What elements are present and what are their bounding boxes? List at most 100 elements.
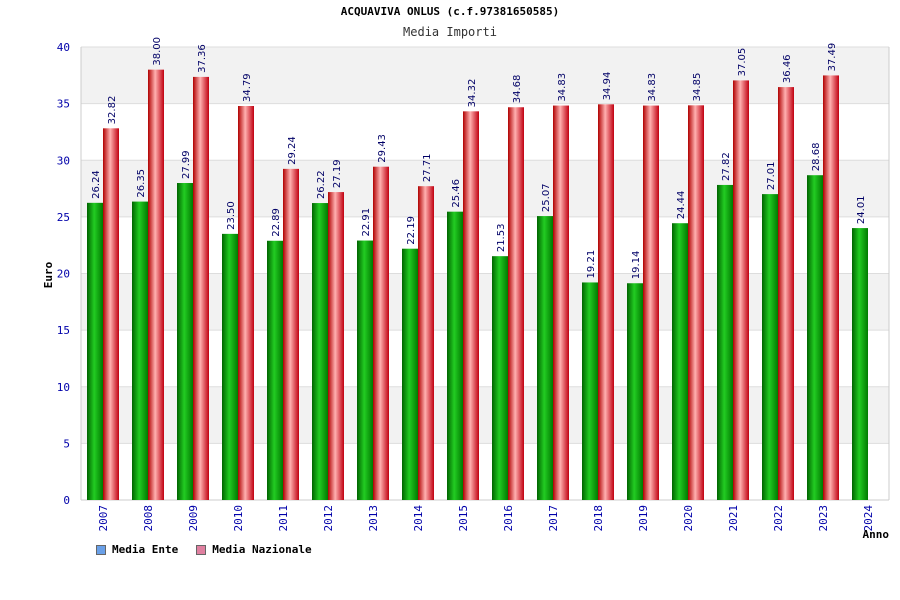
value-label: 19.14 — [631, 251, 642, 280]
x-tick-label: 2021 — [727, 505, 740, 532]
x-tick-label: 2015 — [457, 505, 470, 532]
bar-ente-2010 — [222, 233, 238, 501]
y-tick-label: 15 — [57, 324, 70, 337]
bar-nazionale-2008 — [148, 69, 164, 501]
value-label: 27.71 — [422, 154, 433, 183]
x-tick-label: 2013 — [367, 505, 380, 532]
bar-ente-2016 — [492, 256, 508, 500]
value-labels: 26.24 32.82 26.35 38.00 27.99 37.36 23.50 34.79… — [91, 37, 867, 279]
chart-title: ACQUAVIVA ONLUS (c.f.97381650585) — [340, 5, 560, 18]
bar-ente-2007 — [87, 202, 103, 500]
value-label: 25.07 — [541, 183, 552, 212]
x-tick-label: 2018 — [592, 505, 605, 532]
value-label: 37.05 — [737, 48, 748, 77]
bar-ente-2017 — [537, 216, 553, 500]
bar-ente-2013 — [357, 240, 373, 500]
legend-swatch-nazionale — [196, 544, 207, 555]
value-label: 26.22 — [316, 170, 327, 199]
x-tick-label: 2010 — [232, 505, 245, 532]
x-tick-label: 2007 — [97, 505, 110, 532]
bar-nazionale-2020 — [688, 105, 704, 500]
grid-band — [81, 47, 889, 104]
y-tick-label: 35 — [57, 98, 70, 111]
value-label: 24.44 — [676, 191, 687, 220]
value-label: 34.83 — [557, 73, 568, 102]
bar-ente-2009 — [177, 183, 193, 500]
bar-ente-2018 — [582, 282, 598, 500]
bar-nazionale-2011 — [283, 168, 299, 500]
x-tick-label: 2019 — [637, 505, 650, 532]
bar-nazionale-2019 — [643, 105, 659, 501]
y-axis-label: Euro — [42, 261, 55, 288]
bar-ente-2022 — [762, 194, 778, 500]
bar-nazionale-2021 — [733, 80, 749, 500]
x-axis-label: Anno — [863, 528, 890, 541]
bar-nazionale-2013 — [373, 166, 389, 500]
bar-nazionale-2016 — [508, 107, 524, 501]
x-tick-label: 2012 — [322, 505, 335, 532]
bars — [87, 69, 868, 501]
bar-nazionale-2010 — [238, 106, 254, 501]
bar-nazionale-2009 — [193, 76, 209, 500]
x-tick-label: 2008 — [142, 505, 155, 532]
legend: Media Ente Media Nazionale — [96, 543, 312, 556]
value-label: 34.94 — [602, 72, 613, 101]
value-label: 34.83 — [647, 73, 658, 102]
value-label: 27.19 — [332, 159, 343, 188]
x-tick-label: 2017 — [547, 505, 560, 532]
value-label: 38.00 — [152, 37, 163, 66]
value-label: 26.35 — [136, 169, 147, 198]
bar-ente-2023 — [807, 175, 823, 500]
bar-nazionale-2017 — [553, 105, 569, 501]
x-tick-label: 2020 — [682, 505, 695, 532]
bar-ente-2015 — [447, 211, 463, 500]
x-tick-label: 2022 — [772, 505, 785, 532]
value-label: 21.53 — [496, 224, 507, 253]
bar-nazionale-2015 — [463, 111, 479, 501]
y-axis: 0 5 10 15 20 25 30 35 40 — [57, 41, 82, 507]
value-label: 22.19 — [406, 216, 417, 245]
x-tick-label: 2023 — [817, 505, 830, 532]
grid-band — [81, 273, 889, 331]
value-label: 25.46 — [451, 179, 462, 208]
x-axis: 2007 2008 2009 2010 2011 2012 2013 2014 2015 2016… — [81, 47, 890, 532]
value-label: 32.82 — [107, 96, 118, 125]
value-label: 36.46 — [782, 54, 793, 83]
value-label: 23.50 — [226, 201, 237, 230]
bar-nazionale-2018 — [598, 104, 614, 500]
chart-subtitle: Media Importi — [403, 25, 497, 39]
bar-ente-2008 — [132, 201, 148, 500]
value-label: 34.79 — [242, 73, 253, 102]
x-tick-label: 2014 — [412, 505, 425, 532]
legend-swatch-ente — [96, 544, 106, 555]
legend-label-ente: Media Ente — [112, 543, 179, 556]
x-tick-label: 2009 — [187, 505, 200, 532]
x-tick-label: 2011 — [277, 505, 290, 532]
value-label: 34.68 — [512, 75, 523, 104]
bar-ente-2011 — [267, 240, 283, 500]
bar-ente-2021 — [717, 184, 733, 500]
legend-item-nazionale: Media Nazionale — [196, 543, 312, 556]
y-tick-label: 40 — [57, 41, 70, 54]
value-label: 22.91 — [361, 208, 372, 237]
bar-nazionale-2022 — [778, 87, 794, 500]
bar-nazionale-2012 — [328, 192, 344, 501]
bar-ente-2012 — [312, 203, 328, 500]
y-tick-label: 5 — [63, 437, 70, 450]
grid-band — [81, 160, 889, 217]
value-label: 28.68 — [811, 143, 822, 172]
legend-label-nazionale: Media Nazionale — [212, 543, 312, 556]
value-label: 29.24 — [287, 136, 298, 165]
value-label: 27.99 — [181, 150, 192, 179]
y-tick-label: 30 — [57, 154, 70, 167]
grid-band — [81, 386, 889, 444]
value-label: 26.24 — [91, 170, 102, 199]
gridlines — [81, 46, 889, 501]
x-tick-label: 2016 — [502, 505, 515, 532]
value-label: 37.49 — [827, 43, 838, 72]
value-label: 19.21 — [586, 250, 597, 279]
y-tick-label: 0 — [63, 494, 70, 507]
y-tick-label: 20 — [57, 268, 70, 281]
bar-ente-2020 — [672, 223, 688, 501]
